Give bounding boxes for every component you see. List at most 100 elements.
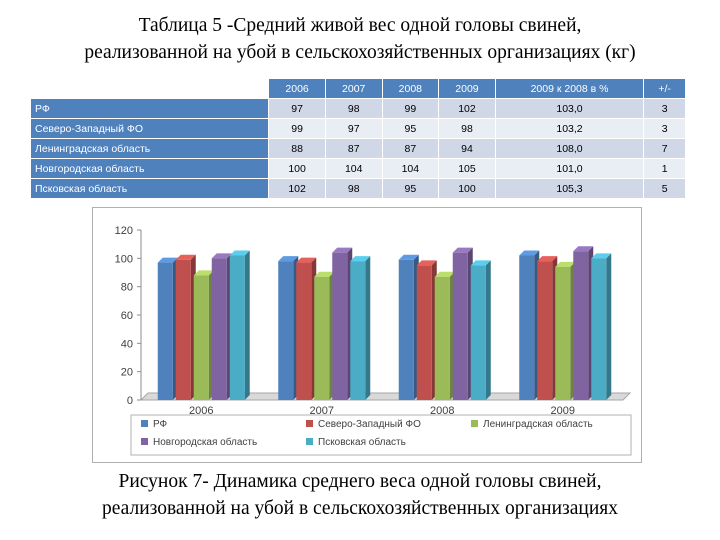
table-cell: 95: [381, 118, 440, 139]
bar-top: [229, 250, 250, 256]
table-cell: 98: [324, 178, 383, 199]
table-row: РФ 97 98 99 102 103,0 3: [29, 98, 686, 119]
table-cell: 108,0: [494, 138, 645, 159]
legend-swatch: [306, 420, 313, 427]
table-cell: 87: [324, 138, 383, 159]
bar-top: [398, 254, 419, 260]
x-tick-label: 2007: [310, 405, 334, 417]
figure-caption: Рисунок 7- Динамика среднего веса одной …: [20, 468, 700, 522]
y-tick-label: 0: [127, 395, 133, 407]
bar: [350, 261, 366, 400]
table-cell: 105: [438, 158, 496, 179]
table-cell: 97: [268, 98, 326, 119]
table-title-line-2: реализованной на убой в сельскохозяйстве…: [84, 42, 636, 63]
table-cell: 102: [438, 98, 496, 119]
table-row: Ленинградская область 88 87 87 94 108,0 …: [29, 138, 686, 159]
bar-top: [314, 271, 335, 277]
bar-chart: 0 20 40 60 80 100 120 2006 2007 2008 2009 РФ Северо-…: [92, 207, 642, 463]
table-cell: 104: [324, 158, 383, 179]
table-cell: 97: [324, 118, 383, 139]
table-cell: 3: [643, 118, 686, 139]
bar-top: [416, 260, 437, 266]
chart-back-wall: [141, 223, 630, 230]
table-cell: 88: [268, 138, 326, 159]
header-cell: 2006: [268, 78, 326, 99]
row-label: Ленинградская область: [29, 138, 270, 159]
legend-swatch: [306, 438, 313, 445]
bar: [537, 261, 553, 400]
table-cell: 5: [643, 178, 686, 199]
chart-legend: [130, 414, 632, 456]
y-tick-label: 120: [115, 225, 133, 237]
row-label: Северо-Западный ФО: [29, 118, 270, 139]
bar-top: [211, 253, 232, 259]
legend-label: Северо-Западный ФО: [318, 419, 421, 430]
header-cell: 2008: [381, 78, 440, 99]
bar-top: [157, 257, 178, 263]
table-cell: 3: [643, 98, 686, 119]
bar: [398, 259, 414, 400]
bar-side: [244, 250, 250, 400]
table-cell: 7: [643, 138, 686, 159]
bar-top: [519, 250, 540, 256]
table-row: Новгородская область 100 104 104 105 101…: [29, 158, 686, 179]
bar: [573, 251, 589, 400]
header-cell: +/-: [643, 78, 686, 99]
legend-swatch: [141, 420, 148, 427]
bar: [314, 276, 330, 400]
bar-side: [485, 260, 491, 400]
bar-top: [591, 253, 612, 259]
bar: [416, 265, 432, 400]
y-tick-label: 60: [121, 310, 133, 322]
bar-top: [175, 254, 196, 260]
bar-top: [434, 271, 455, 277]
bar: [229, 255, 245, 400]
table-cell: 98: [324, 98, 383, 119]
bar: [296, 262, 312, 400]
bar: [470, 265, 486, 400]
legend-label: Псковская область: [318, 436, 406, 448]
bar-top: [573, 246, 594, 252]
bar-top: [555, 261, 576, 267]
table-cell: 100: [268, 158, 326, 179]
legend-label: Ленинградская область: [483, 418, 593, 430]
table-cell: 95: [381, 178, 440, 199]
bar: [193, 275, 209, 400]
y-tick-label: 100: [115, 253, 133, 265]
y-tick-label: 40: [121, 338, 133, 350]
table-cell: 1: [643, 158, 686, 179]
row-label: Псковская область: [29, 178, 270, 199]
header-cell: 2009: [438, 78, 496, 99]
table-cell: 98: [438, 118, 496, 139]
table-row: Северо-Западный ФО 99 97 95 98 103,2 3: [29, 118, 686, 139]
row-label: РФ: [29, 98, 270, 119]
bar: [452, 252, 468, 400]
bar-side: [606, 253, 612, 400]
table-cell: 94: [438, 138, 496, 159]
x-tick-label: 2009: [551, 405, 575, 417]
x-tick-label: 2006: [189, 405, 213, 417]
y-tick-label: 80: [121, 282, 133, 294]
y-tick-label: 20: [121, 367, 133, 379]
bar-top: [350, 256, 371, 262]
table-cell: 100: [438, 178, 496, 199]
bar: [519, 255, 535, 400]
table-header-row: 2006 2007 2008 2009 2009 к 2008 в % +/-: [29, 78, 686, 99]
figure-caption-line-2: реализованной на убой в сельскохозяйстве…: [102, 498, 618, 519]
legend-swatch: [471, 420, 478, 427]
table-cell: 102: [268, 178, 326, 199]
header-cell: [29, 78, 270, 99]
bar: [211, 258, 227, 400]
table-title-line-1: Таблица 5 -Средний живой вес одной голов…: [138, 15, 582, 36]
table-cell: 104: [381, 158, 440, 179]
bar-top: [278, 256, 299, 262]
legend-swatch: [141, 438, 148, 445]
bar-top: [537, 256, 558, 262]
table-cell: 103,0: [494, 98, 645, 119]
bar-top: [470, 260, 491, 266]
bar-top: [296, 257, 317, 263]
bar: [332, 252, 348, 400]
table-cell: 99: [381, 98, 440, 119]
bar: [434, 276, 450, 400]
bar: [175, 259, 191, 400]
